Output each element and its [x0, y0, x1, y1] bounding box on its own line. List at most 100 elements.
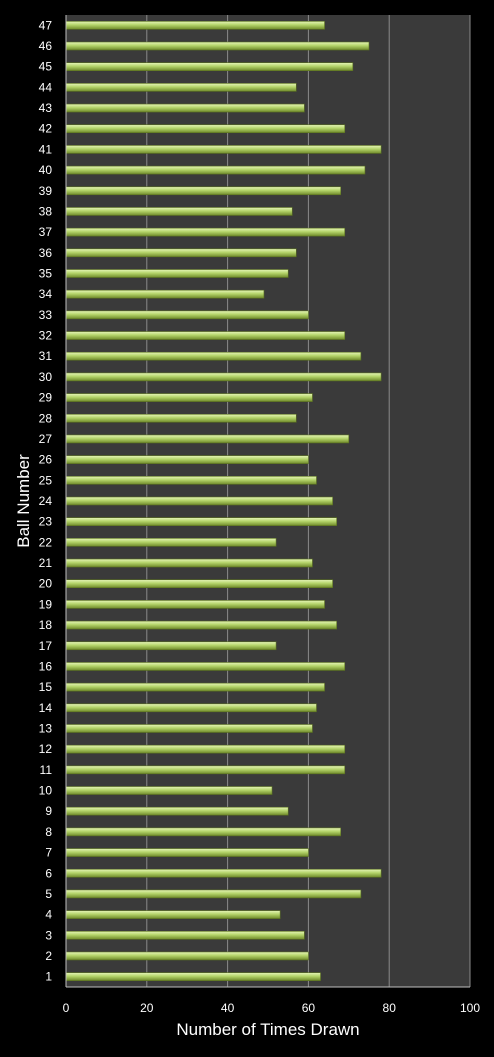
bar-ball-26: [65, 455, 309, 464]
bar-ball-33: [65, 310, 309, 320]
y-tick-label: 29: [39, 391, 53, 405]
bar-ball-34: [65, 289, 265, 299]
y-tick-label: 14: [39, 701, 53, 715]
bar-ball-35: [65, 269, 289, 278]
bar-ball-25: [65, 476, 317, 485]
bar-ball-20: [65, 579, 333, 589]
bar-ball-45: [65, 62, 354, 72]
bar-ball-40: [65, 165, 366, 175]
bar-ball-19: [65, 600, 325, 609]
y-tick-label: 33: [39, 308, 53, 322]
y-tick-label: 1: [45, 970, 52, 984]
bar-ball-7: [65, 848, 309, 857]
y-tick-label: 37: [39, 225, 53, 239]
y-tick-label: 22: [39, 535, 53, 549]
y-tick-label: 4: [45, 908, 52, 922]
x-tick-label: 0: [63, 1001, 70, 1015]
x-tick-label: 40: [221, 1001, 235, 1015]
bar-ball-24: [65, 496, 333, 506]
y-tick-label: 21: [39, 556, 53, 570]
bar-ball-29: [65, 393, 313, 402]
bar-ball-22: [65, 538, 277, 547]
bar-ball-10: [65, 786, 273, 795]
y-tick-label: 3: [45, 928, 52, 942]
bar-ball-2: [65, 951, 309, 961]
y-tick-label: 24: [39, 494, 53, 508]
bar-ball-38: [65, 207, 293, 216]
y-tick-label: 46: [39, 39, 53, 53]
y-tick-label: 32: [39, 329, 53, 343]
bar-ball-18: [65, 620, 337, 630]
bar-ball-37: [65, 227, 346, 237]
y-tick-label: 20: [39, 577, 53, 591]
y-tick-label: 47: [39, 18, 53, 32]
bar-ball-16: [65, 662, 346, 671]
y-tick-label: 35: [39, 267, 53, 281]
bar-ball-31: [65, 351, 362, 361]
y-tick-label: 23: [39, 515, 53, 529]
y-tick-label: 27: [39, 432, 53, 446]
y-tick-label: 15: [39, 680, 53, 694]
bar-ball-41: [65, 145, 382, 154]
y-tick-label: 30: [39, 370, 53, 384]
bar-ball-30: [65, 372, 382, 382]
y-tick-label: 26: [39, 453, 53, 467]
bar-ball-32: [65, 331, 346, 340]
axes: [65, 15, 470, 988]
bar-ball-12: [65, 744, 346, 754]
bar-ball-21: [65, 558, 313, 568]
y-tick-label: 28: [39, 411, 53, 425]
bar-ball-28: [65, 413, 297, 423]
x-tick-label: 20: [140, 1001, 154, 1015]
bar-ball-4: [65, 910, 281, 919]
bar-ball-1: [65, 972, 321, 981]
bar-ball-47: [65, 21, 325, 30]
bar-ball-8: [65, 827, 342, 837]
bar-ball-39: [65, 186, 342, 196]
y-tick-label: 2: [45, 949, 52, 963]
y-tick-label: 42: [39, 122, 53, 136]
bars: [65, 21, 382, 981]
y-tick-label: 25: [39, 473, 53, 487]
bar-ball-43: [65, 103, 305, 113]
bar-ball-6: [65, 868, 382, 878]
y-tick-label: 19: [39, 597, 53, 611]
y-tick-label: 45: [39, 60, 53, 74]
y-tick-label: 43: [39, 101, 53, 115]
y-tick-label: 36: [39, 246, 53, 260]
bar-ball-36: [65, 248, 297, 258]
y-axis-title: Ball Number: [14, 454, 33, 548]
y-tick-labels: 1234567891011121314151617181920212223242…: [39, 18, 53, 983]
y-tick-label: 41: [39, 142, 53, 156]
y-tick-label: 18: [39, 618, 53, 632]
bar-ball-17: [65, 641, 277, 651]
bar-ball-46: [65, 41, 370, 51]
bar-ball-14: [65, 703, 317, 713]
bar-ball-13: [65, 724, 313, 733]
x-tick-label: 80: [383, 1001, 397, 1015]
y-tick-label: 16: [39, 659, 53, 673]
y-tick-label: 5: [45, 887, 52, 901]
y-tick-label: 7: [45, 846, 52, 860]
y-tick-label: 9: [45, 804, 52, 818]
bar-ball-9: [65, 806, 289, 816]
bar-ball-3: [65, 930, 305, 940]
y-tick-label: 44: [39, 80, 53, 94]
y-tick-label: 13: [39, 721, 53, 735]
bar-ball-11: [65, 765, 346, 775]
x-axis-title: Number of Times Drawn: [176, 1020, 359, 1039]
y-tick-label: 8: [45, 825, 52, 839]
bar-ball-15: [65, 682, 325, 692]
y-tick-label: 40: [39, 163, 53, 177]
y-tick-label: 11: [40, 763, 53, 777]
y-tick-label: 39: [39, 184, 53, 198]
y-tick-label: 10: [39, 784, 53, 798]
x-tick-label: 100: [460, 1001, 480, 1015]
y-tick-label: 12: [39, 742, 53, 756]
bar-ball-42: [65, 124, 346, 134]
y-tick-label: 34: [39, 287, 53, 301]
bar-ball-44: [65, 83, 297, 92]
bar-ball-23: [65, 517, 337, 526]
